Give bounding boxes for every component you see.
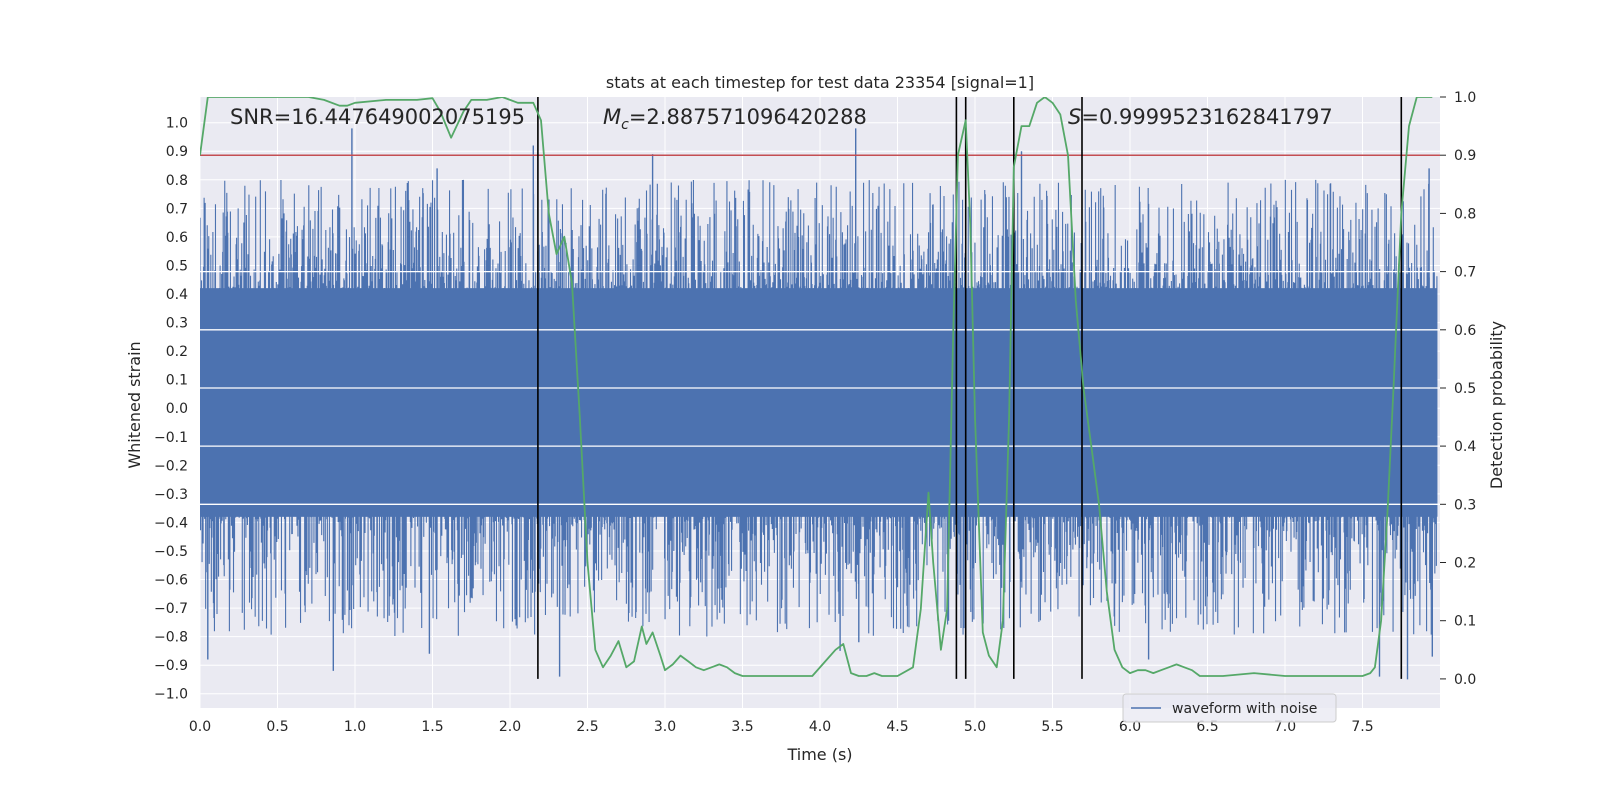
- x-tick-label: 4.5: [886, 719, 908, 735]
- y-tick-label: 0.0: [166, 401, 188, 417]
- y-right-tick-label: 0.1: [1454, 614, 1476, 630]
- y-tick-label: −0.8: [154, 630, 188, 646]
- y-axis-label: Whitened strain: [125, 341, 144, 468]
- significance-symbol: S: [1068, 105, 1081, 129]
- legend-box: [1122, 693, 1337, 723]
- y-tick-label: −0.1: [154, 430, 188, 446]
- y-tick-label: −1.0: [154, 687, 188, 703]
- y-right-tick-label: 0.4: [1454, 439, 1476, 455]
- y-right-tick-label: 0.5: [1454, 381, 1476, 397]
- waveform-series: [200, 128, 1440, 680]
- x-tick-label: 6.5: [1196, 719, 1218, 735]
- legend: waveform with noise: [1122, 693, 1337, 723]
- y-right-tick-labels: 0.0 0.1 0.2 0.3 0.4 0.5 0.6 0.7 0.8 0.9 1.0: [1440, 90, 1476, 688]
- significance-annotation: S=0.9999523162841797: [1068, 105, 1333, 129]
- y-tick-label: −0.2: [154, 458, 188, 474]
- chirp-mass-annotation: Mc=2.887571096420288: [603, 105, 867, 133]
- y-tick-label: −0.3: [154, 487, 188, 503]
- chart-title: stats at each timestep for test data 233…: [606, 73, 1034, 92]
- x-tick-label: 1.5: [421, 719, 443, 735]
- y-tick-label: −0.5: [154, 544, 188, 560]
- x-tick-label: 3.0: [654, 719, 676, 735]
- chirp-mass-subscript: c: [621, 117, 629, 133]
- x-tick-label: 0.5: [266, 719, 288, 735]
- y-tick-label: −0.4: [154, 515, 188, 531]
- y-right-tick-label: 0.6: [1454, 323, 1476, 339]
- x-tick-label: 0.0: [189, 719, 211, 735]
- x-axis-label: Time (s): [786, 745, 852, 764]
- chirp-mass-symbol: M: [603, 105, 621, 129]
- x-tick-label: 2.0: [499, 719, 521, 735]
- y-tick-label: 1.0: [166, 116, 188, 132]
- y-tick-label: 0.1: [166, 373, 188, 389]
- y-tick-label: 0.7: [166, 201, 188, 217]
- y-tick-labels: −1.0 −0.9 −0.8 −0.7 −0.6 −0.5 −0.4 −0.3 −0.2 −0.1…: [154, 116, 188, 703]
- x-tick-label: 7.0: [1274, 719, 1296, 735]
- event-markers: [537, 97, 1403, 679]
- x-tick-label: 2.5: [576, 719, 598, 735]
- y-right-axis-label: Detection probability: [1487, 321, 1506, 489]
- legend-label: waveform with noise: [1172, 701, 1317, 717]
- y-right-tick-label: 0.0: [1454, 672, 1476, 688]
- x-tick-label: 3.5: [731, 719, 753, 735]
- y-tick-label: 0.9: [166, 144, 188, 160]
- y-tick-label: 0.2: [166, 344, 188, 360]
- y-right-tick-label: 0.7: [1454, 265, 1476, 281]
- y-tick-label: −0.9: [154, 658, 188, 674]
- chirp-mass-value: =2.887571096420288: [629, 105, 867, 129]
- waveform-trace: [200, 179, 1438, 637]
- x-tick-labels: 0.0 0.5 1.0 1.5 2.0 2.5 3.0 3.5 4.0 4.5 5.0 5.5 6.0 6…: [189, 719, 1374, 735]
- y-tick-label: 0.5: [166, 259, 188, 275]
- y-tick-label: 0.6: [166, 230, 188, 246]
- y-right-tick-label: 0.3: [1454, 497, 1476, 513]
- x-tick-label: 7.5: [1351, 719, 1373, 735]
- probability-series: [200, 97, 1433, 677]
- y-tick-label: 0.3: [166, 316, 188, 332]
- y-right-tick-label: 0.8: [1454, 206, 1476, 222]
- x-tick-label: 4.0: [809, 719, 831, 735]
- y-right-tick-label: 1.0: [1454, 90, 1476, 106]
- x-tick-label: 5.5: [1041, 719, 1063, 735]
- x-tick-label: 5.0: [964, 719, 986, 735]
- y-right-tick-label: 0.9: [1454, 148, 1476, 164]
- x-tick-label: 1.0: [344, 719, 366, 735]
- snr-annotation: SNR=16.447649002075195: [230, 105, 525, 129]
- significance-value: =0.9999523162841797: [1081, 105, 1332, 129]
- y-tick-label: −0.6: [154, 573, 188, 589]
- y-right-tick-label: 0.2: [1454, 556, 1476, 572]
- y-tick-label: −0.7: [154, 601, 188, 617]
- x-tick-label: 6.0: [1119, 719, 1141, 735]
- y-tick-label: 0.8: [166, 173, 188, 189]
- y-tick-label: 0.4: [166, 287, 188, 303]
- probability-line: [200, 97, 1433, 677]
